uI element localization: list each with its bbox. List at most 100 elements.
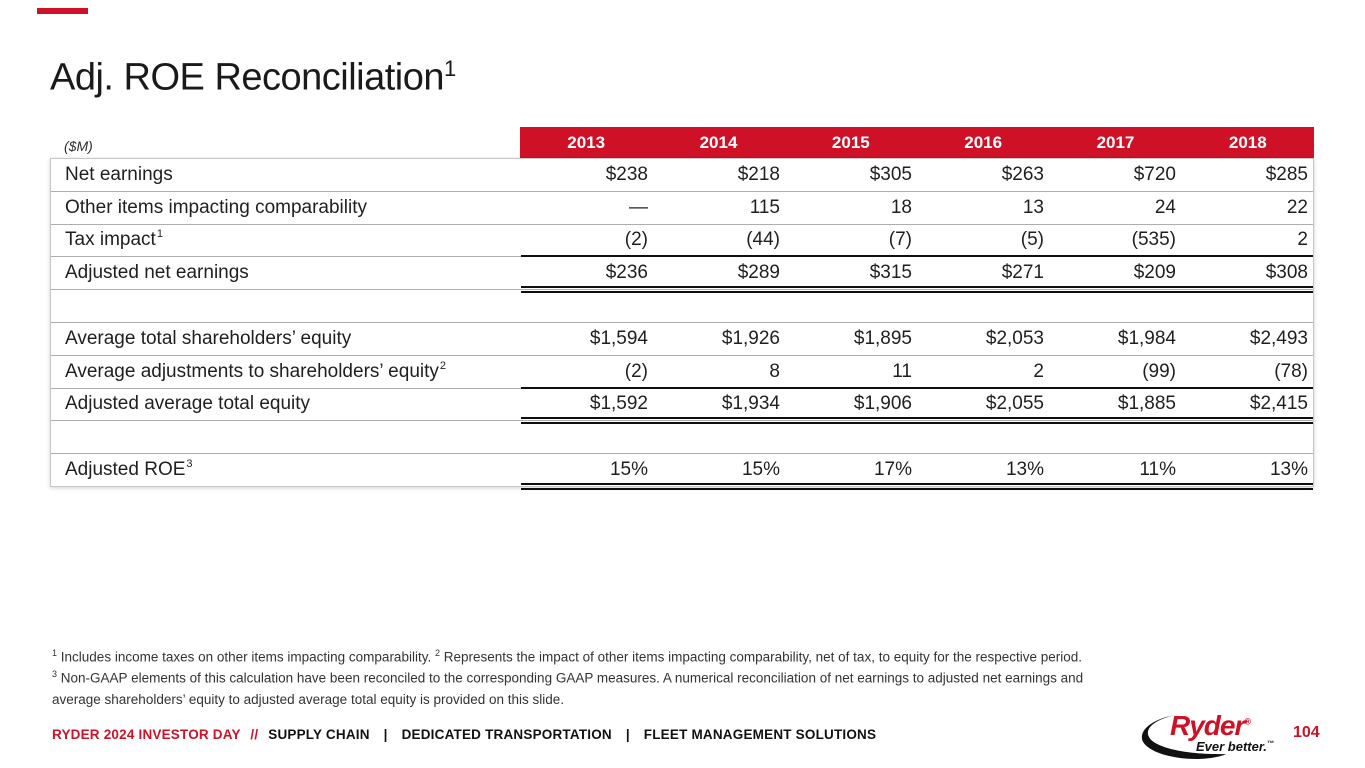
footer-section-dedicated-transportation: DEDICATED TRANSPORTATION: [401, 727, 612, 742]
cell-2015: $1,906: [853, 393, 912, 415]
cell-2014: 115: [749, 196, 780, 218]
footer-bar: RYDER 2024 INVESTOR DAY // SUPPLY CHAIN …: [52, 727, 876, 742]
spacer-row: [51, 421, 1313, 455]
ryder-logo-tagline-text: Ever better.: [1196, 739, 1267, 754]
row-footnote-ref: 2: [439, 359, 447, 372]
cell-2017: (535): [1131, 229, 1176, 251]
year-column-header: 2018: [1228, 132, 1267, 152]
cell-2015: 11: [892, 360, 912, 382]
cell-2016: 13: [1022, 196, 1044, 218]
cell-2018: $285: [1265, 163, 1308, 185]
cell-2013: —: [629, 196, 648, 218]
ryder-logo-tm: ™: [1266, 740, 1274, 748]
top-accent-mark: [37, 8, 88, 14]
cell-2016: $271: [1001, 262, 1044, 284]
row-label-text: Adjusted ROE: [65, 459, 186, 481]
cell-2015: (7): [888, 229, 912, 251]
row-label-text: Adjusted net earnings: [65, 262, 249, 284]
footer-separator: |: [625, 727, 630, 742]
table-row-tax-impact: Tax impact 1 (2) (44) (7) (5) (535) 2: [51, 225, 1313, 258]
table-row-adjusted-average-total-equity: Adjusted average total equity $1,592 $1,…: [51, 389, 1313, 425]
ryder-logo: Ryder® Ever better.™: [1140, 710, 1305, 760]
year-column-header: 2016: [964, 132, 1003, 152]
ryder-logo-reg: ®: [1244, 716, 1251, 727]
cell-2013: (2): [624, 360, 648, 382]
table-row-adjusted-net-earnings: Adjusted net earnings $236 $289 $315 $27…: [51, 257, 1313, 294]
cell-2013: (2): [624, 229, 648, 251]
cell-2015: $315: [869, 262, 912, 284]
cell-2018: (78): [1274, 360, 1308, 382]
cell-2014: $289: [737, 262, 780, 284]
cell-2017: $720: [1133, 163, 1176, 185]
cell-2014: 8: [769, 360, 780, 382]
row-label: Average adjustments to shareholders’ equ…: [51, 356, 521, 388]
cell-2013: 15%: [609, 459, 648, 481]
footnotes: 1 Includes income taxes on other items i…: [52, 647, 1127, 711]
cell-2015: 18: [890, 196, 912, 218]
cell-2017: $1,885: [1117, 393, 1176, 415]
page-title: Adj. ROE Reconciliation1: [50, 56, 456, 100]
footer-brand: RYDER 2024 INVESTOR DAY: [52, 727, 241, 742]
page-title-text: Adj. ROE Reconciliation: [50, 56, 445, 99]
row-label: Adjusted net earnings: [51, 257, 521, 289]
cell-2018: $2,493: [1249, 327, 1308, 349]
table-year-header: 2013 2014 2015 2016 2017 2018: [520, 127, 1314, 158]
row-label: Adjusted ROE 3: [51, 454, 521, 486]
table-row-net-earnings: Net earnings $238 $218 $305 $263 $720 $2…: [51, 159, 1313, 192]
footer-section-supply-chain: SUPPLY CHAIN: [268, 727, 370, 742]
footnote-text-1: Includes income taxes on other items imp…: [60, 649, 432, 665]
footnote-line-1: 1 Includes income taxes on other items i…: [52, 647, 1127, 668]
row-footnote-ref: 1: [156, 228, 163, 241]
cell-2014: $218: [737, 163, 780, 185]
cell-2018: $308: [1265, 262, 1308, 284]
table-row-adjusted-roe: Adjusted ROE 3 15% 15% 17% 13% 11% 13%: [51, 454, 1313, 490]
row-label-text: Adjusted average total equity: [65, 393, 311, 415]
cell-2013: $236: [605, 262, 648, 284]
subtotal-rule: [521, 386, 1313, 389]
year-column-header: 2015: [831, 132, 870, 152]
cell-2013: $1,592: [589, 393, 648, 415]
subtotal-rule: [521, 255, 1313, 258]
cell-2018: $2,415: [1249, 393, 1308, 415]
footnote-ref-2: 2: [434, 648, 440, 658]
footnote-text-3: Non-GAAP elements of this calculation ha…: [52, 670, 1084, 707]
table-row-average-total-equity: Average total shareholders’ equity $1,59…: [51, 323, 1313, 356]
cell-2015: $305: [869, 163, 912, 185]
cell-2017: 24: [1154, 196, 1176, 218]
cell-2018: 22: [1286, 196, 1308, 218]
total-rule: [521, 286, 1313, 294]
cell-2014: 15%: [741, 459, 780, 481]
footnote-ref-1: 1: [52, 648, 58, 658]
table-row-average-adjustments: Average adjustments to shareholders’ equ…: [51, 356, 1313, 389]
cell-2016: (5): [1020, 229, 1044, 251]
footnote-text-2: Represents the impact of other items imp…: [443, 649, 1083, 665]
row-label-text: Average total shareholders’ equity: [65, 327, 352, 349]
row-label-text: Average adjustments to shareholders’ equ…: [65, 360, 439, 382]
cell-2016: 13%: [1005, 459, 1044, 481]
year-column-header: 2017: [1096, 132, 1135, 152]
row-label-text: Other items impacting comparability: [65, 196, 367, 218]
page-number: 104: [1293, 724, 1320, 741]
year-column-header: 2013: [567, 132, 606, 152]
footnote-ref-3: 3: [52, 669, 58, 680]
footnote-line-2: 3 Non-GAAP elements of this calculation …: [52, 668, 1127, 710]
footer-separator: |: [383, 727, 388, 742]
row-label: Net earnings: [51, 159, 521, 191]
units-label: ($M): [64, 138, 93, 154]
total-rule: [521, 482, 1313, 490]
cell-2013: $238: [605, 163, 648, 185]
cell-2017: 11%: [1139, 459, 1176, 481]
row-label-text: Tax impact: [65, 229, 156, 251]
cell-2014: (44): [746, 229, 780, 251]
total-rule: [521, 417, 1313, 425]
row-label: Other items impacting comparability: [51, 192, 521, 224]
cell-2016: $2,053: [985, 327, 1044, 349]
cell-2016: $263: [1001, 163, 1044, 185]
ryder-logo-brand: Ryder: [1170, 710, 1245, 741]
cell-2017: (99): [1142, 360, 1176, 382]
cell-2015: 17%: [873, 459, 912, 481]
row-label: Average total shareholders’ equity: [51, 323, 521, 355]
ryder-logo-wordmark: Ryder®: [1170, 710, 1251, 742]
row-footnote-ref: 3: [186, 458, 193, 471]
